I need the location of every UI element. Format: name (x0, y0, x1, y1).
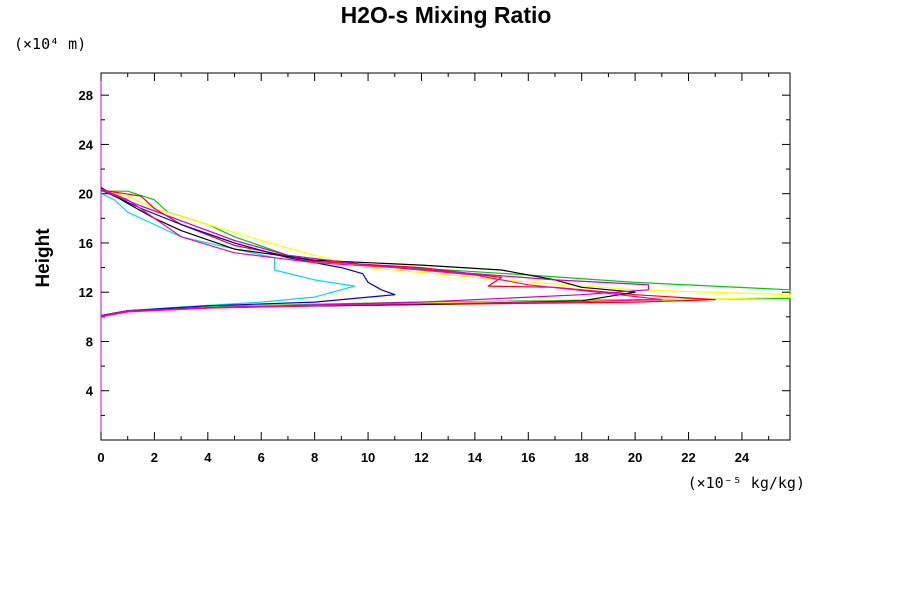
y-tick-label: 12 (79, 285, 93, 300)
y-axis-unit: (×10⁴ m) (14, 35, 86, 53)
chart-title: H2O-s Mixing Ratio (341, 2, 552, 28)
series-line-2 (100, 189, 791, 317)
y-tick-label: 8 (86, 334, 93, 349)
y-tick-label: 16 (79, 236, 93, 251)
x-tick-label: 6 (258, 450, 265, 465)
x-tick-label: 8 (311, 450, 318, 465)
plot-frame (100, 72, 791, 441)
series-line-3 (100, 189, 716, 317)
series-layer (100, 186, 791, 318)
x-tick-label: 16 (521, 450, 535, 465)
y-tick-label: 20 (79, 187, 93, 202)
series-line-4 (100, 193, 356, 317)
x-tick-label: 20 (628, 450, 642, 465)
ticks (100, 73, 790, 440)
series-line-5 (100, 189, 396, 317)
x-tick-label: 22 (681, 450, 695, 465)
y-tick-label: 24 (79, 137, 94, 152)
y-tick-label: 28 (79, 88, 93, 103)
x-tick-label: 0 (97, 450, 104, 465)
series-line-7 (100, 189, 650, 317)
x-tick-label: 4 (204, 450, 212, 465)
series-line-1 (100, 190, 791, 317)
x-tick-label: 2 (151, 450, 158, 465)
x-axis-unit: (×10⁻⁵ kg/kg) (688, 474, 805, 492)
y-axis-label: Height (33, 228, 54, 288)
y-tick-label: 4 (86, 384, 94, 399)
series-line-8 (100, 188, 663, 318)
x-tick-label: 12 (414, 450, 428, 465)
x-tick-label: 14 (468, 450, 483, 465)
x-tick-label: 18 (574, 450, 588, 465)
x-tick-label: 24 (735, 450, 750, 465)
x-tick-label: 10 (361, 450, 375, 465)
